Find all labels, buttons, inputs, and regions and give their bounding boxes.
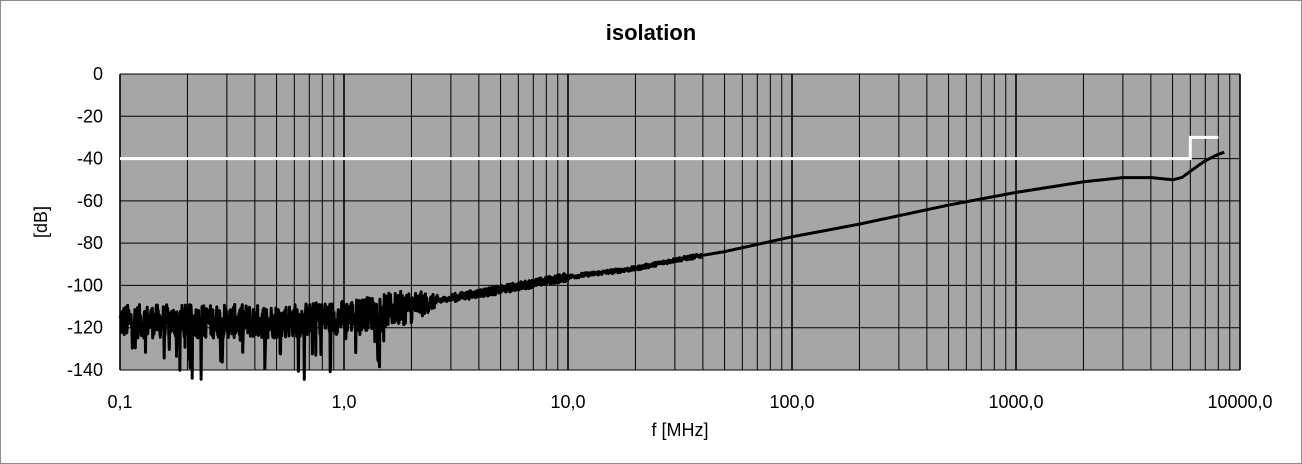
y-tick-label: -60 bbox=[77, 191, 103, 211]
y-axis-label: [dB] bbox=[31, 206, 51, 238]
y-tick-label: -100 bbox=[67, 275, 103, 295]
y-tick-label: 0 bbox=[93, 64, 103, 84]
x-tick-label: 1,0 bbox=[331, 392, 356, 412]
x-tick-label: 0,1 bbox=[107, 392, 132, 412]
y-tick-labels: 0 -20 -40 -60 -80 -100 -120 -140 bbox=[67, 64, 103, 380]
y-tick-label: -80 bbox=[77, 233, 103, 253]
y-tick-label: -20 bbox=[77, 106, 103, 126]
series-group bbox=[118, 135, 1226, 381]
x-tick-label: 100,0 bbox=[769, 392, 814, 412]
y-tick-label: -140 bbox=[67, 360, 103, 380]
y-tick-label: -120 bbox=[67, 318, 103, 338]
x-axis-label: f [MHz] bbox=[652, 420, 709, 440]
y-tick-label: -40 bbox=[77, 149, 103, 169]
measured-series-line bbox=[118, 150, 1226, 381]
x-tick-label: 1000,0 bbox=[988, 392, 1043, 412]
limit-series-line bbox=[120, 135, 1219, 161]
chart-title: isolation bbox=[606, 20, 696, 45]
x-tick-label: 10000,0 bbox=[1207, 392, 1272, 412]
x-tick-label: 10,0 bbox=[550, 392, 585, 412]
x-tick-labels: 0,1 1,0 10,0 100,0 1000,0 10000,0 bbox=[107, 392, 1272, 412]
